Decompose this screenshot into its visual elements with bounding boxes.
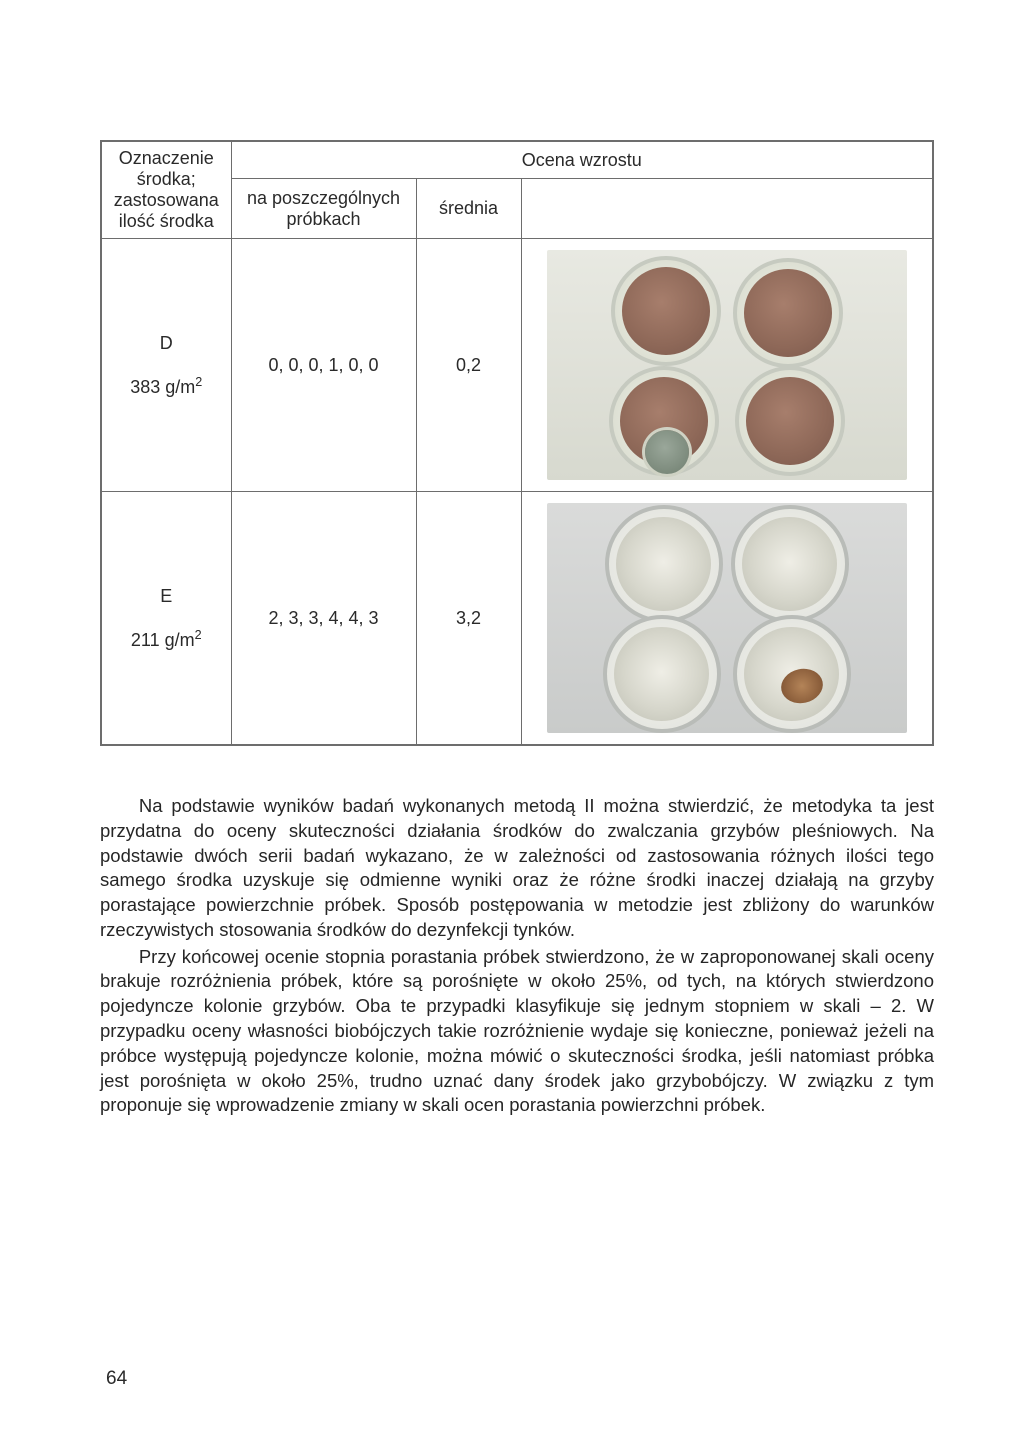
- amount-exponent: 2: [195, 628, 202, 642]
- petri-dish-icon: [735, 366, 845, 476]
- petri-dish-icon: [605, 505, 723, 623]
- sample-amount: 211 g/m2: [131, 630, 202, 650]
- header-sub-image: [521, 179, 933, 239]
- cell-image: [521, 239, 933, 492]
- cell-average: 3,2: [416, 492, 521, 746]
- amount-value: 211 g/m: [131, 630, 195, 650]
- header-text: na poszczególnych: [247, 188, 400, 208]
- table-row: D 383 g/m2 0, 0, 0, 1, 0, 0 0,2: [101, 239, 933, 492]
- mold-spot-icon: [645, 430, 689, 474]
- body-text-block: Na podstawie wyników badań wykonanych me…: [100, 794, 934, 1118]
- table-header-row-1: Oznaczenie środka; zastosowana ilość śro…: [101, 141, 933, 179]
- sample-amount: 383 g/m2: [130, 377, 202, 397]
- header-col-ocena: Ocena wzrostu: [231, 141, 933, 179]
- cell-values: 2, 3, 3, 4, 4, 3: [231, 492, 416, 746]
- table-row: E 211 g/m2 2, 3, 3, 4, 4, 3 3,2: [101, 492, 933, 746]
- header-text: zastosowana: [114, 190, 219, 210]
- header-text: średnia: [439, 198, 498, 218]
- header-sub-srednia: średnia: [416, 179, 521, 239]
- cell-id: D 383 g/m2: [101, 239, 231, 492]
- header-text: Ocena wzrostu: [522, 150, 642, 170]
- header-text: ilość środka: [119, 211, 214, 231]
- petri-dish-icon: [603, 615, 721, 733]
- header-col-oznaczenie: Oznaczenie środka; zastosowana ilość śro…: [101, 141, 231, 239]
- cell-values: 0, 0, 0, 1, 0, 0: [231, 239, 416, 492]
- petri-dish-icon: [611, 256, 721, 366]
- petri-dish-icon: [731, 505, 849, 623]
- cell-average: 0,2: [416, 239, 521, 492]
- amount-value: 383 g/m: [130, 377, 195, 397]
- header-text: Oznaczenie: [119, 148, 214, 168]
- paragraph: Na podstawie wyników badań wykonanych me…: [100, 794, 934, 943]
- sample-label: E: [160, 586, 172, 606]
- sample-label: D: [160, 333, 173, 353]
- cell-image: [521, 492, 933, 746]
- header-sub-probki: na poszczególnych próbkach: [231, 179, 416, 239]
- petri-dish-icon: [733, 258, 843, 368]
- paragraph: Przy końcowej ocenie stopnia porastania …: [100, 945, 934, 1118]
- header-text: próbkach: [286, 209, 360, 229]
- page-number: 64: [106, 1368, 127, 1390]
- cell-id: E 211 g/m2: [101, 492, 231, 746]
- amount-exponent: 2: [195, 375, 202, 389]
- results-table: Oznaczenie środka; zastosowana ilość śro…: [100, 140, 934, 746]
- document-page: Oznaczenie środka; zastosowana ilość śro…: [0, 0, 1024, 1448]
- petri-dish-photo: [547, 503, 907, 733]
- petri-dish-photo: [547, 250, 907, 480]
- header-text: środka;: [137, 169, 196, 189]
